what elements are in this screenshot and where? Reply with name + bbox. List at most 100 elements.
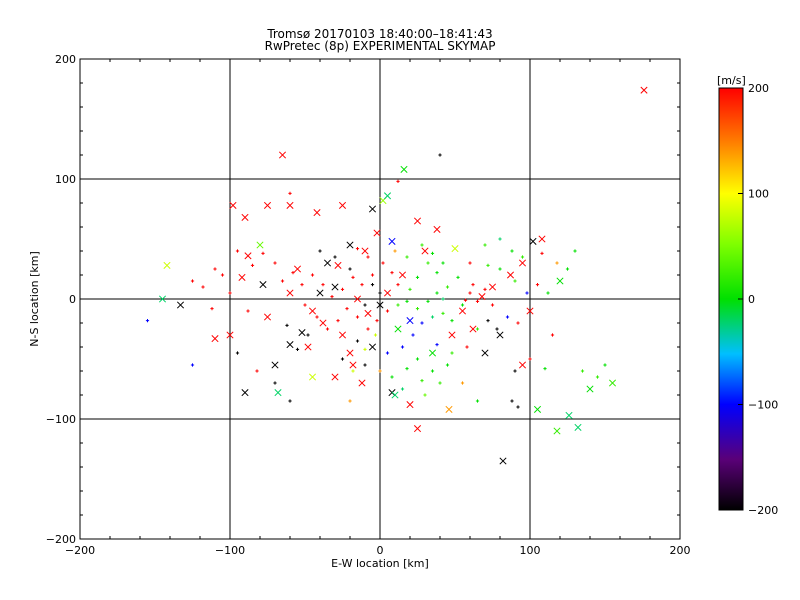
y-tick-label: −100: [46, 413, 76, 426]
data-point-plus: [445, 363, 450, 367]
data-point-plus: [340, 287, 345, 291]
data-point-plus: [288, 399, 292, 403]
y-tick-label: 200: [55, 53, 76, 66]
data-point-plus: [261, 251, 265, 255]
data-point-x: [433, 225, 441, 233]
colorbar-tick-label: 200: [748, 82, 769, 95]
data-point-plus: [498, 267, 502, 271]
data-point-plus: [435, 271, 439, 275]
data-point-x: [586, 385, 594, 393]
data-point-plus: [370, 273, 375, 277]
data-point-plus: [468, 291, 472, 295]
data-point-x: [556, 277, 564, 285]
data-point-plus: [486, 263, 490, 267]
colorbar-label: [m/s]: [717, 74, 746, 87]
data-point-plus: [438, 153, 442, 157]
data-point-x: [518, 361, 527, 369]
data-point-plus: [381, 261, 385, 265]
x-tick-label: −100: [215, 544, 245, 557]
data-point-x: [373, 229, 381, 237]
data-point-plus: [405, 367, 409, 371]
data-point-plus: [445, 285, 450, 289]
data-point-plus: [463, 298, 468, 302]
data-point-plus: [486, 319, 490, 323]
data-point-x: [640, 86, 648, 94]
data-point-plus: [510, 249, 514, 253]
data-point-plus: [201, 285, 205, 289]
colorbar-tick-label: 100: [748, 188, 769, 201]
data-point-plus: [300, 283, 304, 287]
data-point-plus: [441, 297, 445, 301]
data-point-x: [481, 349, 489, 357]
data-point-x: [364, 309, 372, 317]
data-point-x: [331, 283, 339, 291]
data-point-plus: [348, 267, 352, 271]
data-point-plus: [405, 255, 409, 259]
data-point-x: [608, 379, 617, 387]
data-point-plus: [450, 319, 454, 323]
chart-title: Tromsø 20170103 18:40:00–18:41:43: [267, 27, 493, 41]
colorbar-tick-label: −200: [748, 504, 778, 517]
data-point-plus: [330, 295, 334, 299]
data-point-plus: [573, 249, 577, 253]
data-point-x: [553, 427, 561, 435]
data-point-x: [361, 247, 369, 255]
data-point-x: [565, 411, 573, 419]
data-point-plus: [450, 351, 454, 355]
data-point-plus: [435, 343, 439, 347]
data-point-plus: [370, 283, 375, 287]
data-point-plus: [528, 357, 532, 361]
data-point-plus: [460, 381, 465, 385]
data-point-x: [445, 405, 453, 413]
data-point-x: [334, 261, 342, 269]
data-point-plus: [373, 333, 378, 337]
data-point-plus: [483, 287, 487, 291]
data-point-plus: [595, 375, 600, 379]
data-point-x: [163, 261, 171, 269]
data-point-plus: [303, 303, 307, 307]
data-point-plus: [378, 369, 382, 373]
data-point-plus: [565, 267, 570, 271]
data-point-x: [383, 192, 392, 200]
data-point-plus: [430, 251, 435, 255]
data-point-x: [358, 379, 366, 387]
data-point-x: [286, 289, 294, 297]
data-point-plus: [475, 399, 480, 403]
data-point-plus: [190, 363, 195, 367]
data-point-plus: [390, 271, 394, 275]
data-point-x: [383, 289, 392, 297]
data-point-plus: [420, 243, 424, 247]
data-point-plus: [580, 369, 585, 373]
data-point-x: [211, 335, 219, 343]
data-point-plus: [525, 291, 529, 295]
data-point-plus: [351, 369, 355, 373]
data-point-x: [353, 295, 362, 303]
data-point-plus: [550, 333, 555, 337]
data-point-plus: [426, 299, 430, 303]
data-point-x: [229, 201, 237, 209]
data-point-plus: [408, 287, 412, 291]
data-point-plus: [315, 315, 319, 319]
data-point-plus: [366, 327, 370, 331]
data-point-x: [293, 265, 302, 273]
data-point-plus: [280, 279, 285, 283]
data-point-plus: [471, 283, 475, 287]
data-point-x: [298, 329, 306, 337]
data-point-plus: [385, 309, 390, 313]
data-point-plus: [190, 279, 195, 283]
x-tick-label: 200: [670, 544, 691, 557]
data-point-plus: [235, 249, 240, 253]
data-point-plus: [393, 249, 397, 253]
data-point-plus: [555, 261, 559, 265]
data-point-plus: [321, 283, 325, 287]
data-point-x: [316, 289, 324, 297]
data-point-plus: [378, 291, 382, 295]
data-point-x: [376, 301, 384, 309]
data-point-plus: [363, 303, 367, 307]
data-point-plus: [411, 333, 415, 337]
data-point-x: [394, 325, 402, 333]
data-point-plus: [340, 357, 345, 361]
data-point-plus: [390, 375, 394, 379]
data-point-x: [158, 295, 167, 303]
data-point-x: [391, 391, 399, 399]
